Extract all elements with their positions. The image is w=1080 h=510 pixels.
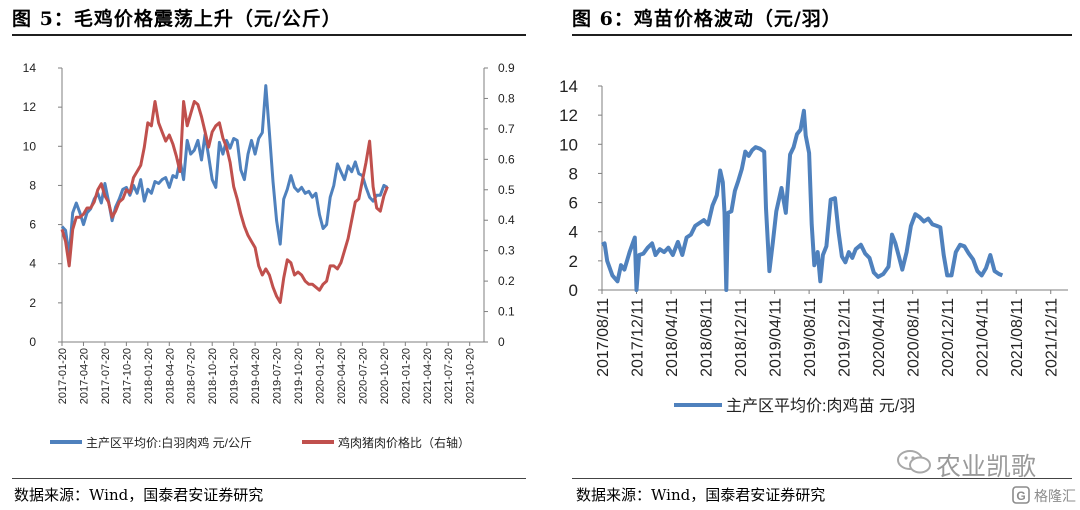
left-y-tick-label: 14: [23, 61, 37, 75]
right-y-tick-label: 0.5: [498, 183, 515, 197]
right-y-tick-label: 0.8: [498, 91, 515, 105]
x-tick-label: 2021/08/11: [1009, 298, 1026, 377]
watermark-brand2: 格隆汇: [1034, 489, 1076, 505]
left-y-tick-label: 4: [29, 257, 36, 271]
left-y-tick-label: 2: [29, 296, 36, 310]
x-tick-label: 2021-01-20: [400, 348, 412, 404]
left-panel-title: 图 5：毛鸡价格震荡上升（元/公斤）: [12, 8, 342, 30]
wechat-icon: [896, 448, 932, 480]
y-tick-label: 4: [569, 223, 578, 242]
right-source-rule: [572, 478, 1072, 479]
right-y-tick-label: 0.4: [498, 213, 515, 227]
x-tick-label: 2017/08/11: [595, 298, 612, 377]
legend-label: 鸡肉猪肉价格比（右轴）: [338, 435, 470, 450]
watermark-brand1: 农业凯歌: [936, 452, 1037, 481]
y-tick-label: 8: [569, 164, 578, 183]
x-tick-label: 2021-04-20: [422, 348, 434, 404]
y-tick-label: 0: [569, 281, 578, 300]
x-tick-label: 2018-04-20: [164, 348, 176, 404]
left-y-tick-label: 6: [29, 218, 36, 232]
series-line-broiler-price: [60, 84, 389, 258]
right-chart: 0 2 4 6 8 10 12 14 2017/08/11 2017/12/11 2018/04/1…: [559, 77, 1068, 415]
left-source-rule: [12, 478, 526, 479]
y-tick-label: 2: [569, 252, 578, 271]
x-tick-label: 2019/04/11: [768, 298, 785, 377]
x-tick-label: 2020/12/11: [940, 298, 957, 377]
legend-label: 主产区平均价:肉鸡苗 元/羽: [726, 397, 915, 415]
x-tick-label: 2020-07-20: [357, 348, 369, 404]
x-tick-label: 2021-10-20: [465, 348, 477, 404]
x-tick-label: 2020-01-20: [314, 348, 326, 404]
x-tick-label: 2019-01-20: [229, 348, 241, 404]
x-tick-label: 2017/12/11: [630, 298, 647, 377]
left-y-tick-label: 12: [23, 100, 37, 114]
left-title-rule: [12, 34, 526, 36]
x-tick-label: 2021/12/11: [1044, 298, 1061, 377]
x-tick-label: 2019/12/11: [837, 298, 854, 377]
series-line-chick-price: [601, 108, 1004, 292]
left-y-tick-label: 8: [29, 178, 36, 192]
x-tick-label: 2018/12/11: [733, 298, 750, 377]
x-tick-label: 2020-04-20: [336, 348, 348, 404]
left-y-tick-label: 0: [29, 335, 36, 349]
x-tick-label: 2020/04/11: [871, 298, 888, 377]
right-y-tick-label: 0.2: [498, 274, 515, 288]
x-tick-label: 2017-01-20: [57, 348, 69, 404]
right-y-tick-label: 0.3: [498, 244, 515, 258]
right-y-tick-label: 0: [498, 335, 505, 349]
x-tick-label: 2021-07-20: [443, 348, 455, 404]
legend-label: 主产区平均价:白羽肉鸡 元/公斤: [86, 435, 252, 450]
x-tick-label: 2018-01-20: [143, 348, 155, 404]
x-tick-label: 2019/08/11: [802, 298, 819, 377]
series-line-chicken-pork-ratio: [60, 100, 389, 304]
x-tick-label: 2019-04-20: [250, 348, 262, 404]
left-y-tick-label: 10: [23, 139, 37, 153]
left-chart: 0 2 4 6 8 10 12 14 0 0.1 0.2 0.3 0.4 0.5 0.6 0.7 0.8 0.9 2…: [23, 61, 515, 450]
y-tick-label: 14: [559, 77, 578, 96]
x-tick-label: 2017-10-20: [121, 348, 133, 404]
right-y-tick-label: 0.7: [498, 122, 515, 136]
left-source: 数据来源：Wind，国泰君安证券研究: [14, 486, 264, 504]
x-tick-label: 2018-10-20: [207, 348, 219, 404]
y-tick-label: 12: [559, 106, 578, 125]
right-y-tick-label: 0.6: [498, 152, 515, 166]
y-tick-label: 10: [559, 135, 578, 154]
x-tick-label: 2019-10-20: [293, 348, 305, 404]
svg-text:G: G: [1016, 489, 1025, 503]
x-tick-label: 2018/08/11: [699, 298, 716, 377]
right-panel-title: 图 6：鸡苗价格波动（元/羽）: [572, 8, 842, 30]
x-tick-label: 2017-04-20: [78, 348, 90, 404]
right-title-rule: [572, 34, 1072, 36]
x-tick-label: 2017-07-20: [100, 348, 112, 404]
x-tick-label: 2020/08/11: [906, 298, 923, 377]
x-tick-label: 2020-10-20: [379, 348, 391, 404]
right-source: 数据来源：Wind，国泰君安证券研究: [576, 486, 826, 504]
x-tick-label: 2019-07-20: [272, 348, 284, 404]
x-tick-label: 2018-07-20: [186, 348, 198, 404]
right-y-tick-label: 0.1: [498, 305, 515, 319]
x-tick-label: 2018/04/11: [664, 298, 681, 377]
x-tick-label: 2021/04/11: [975, 298, 992, 377]
g-logo-icon: G: [1012, 486, 1032, 508]
y-tick-label: 6: [569, 194, 578, 213]
right-y-tick-label: 0.9: [498, 61, 515, 75]
